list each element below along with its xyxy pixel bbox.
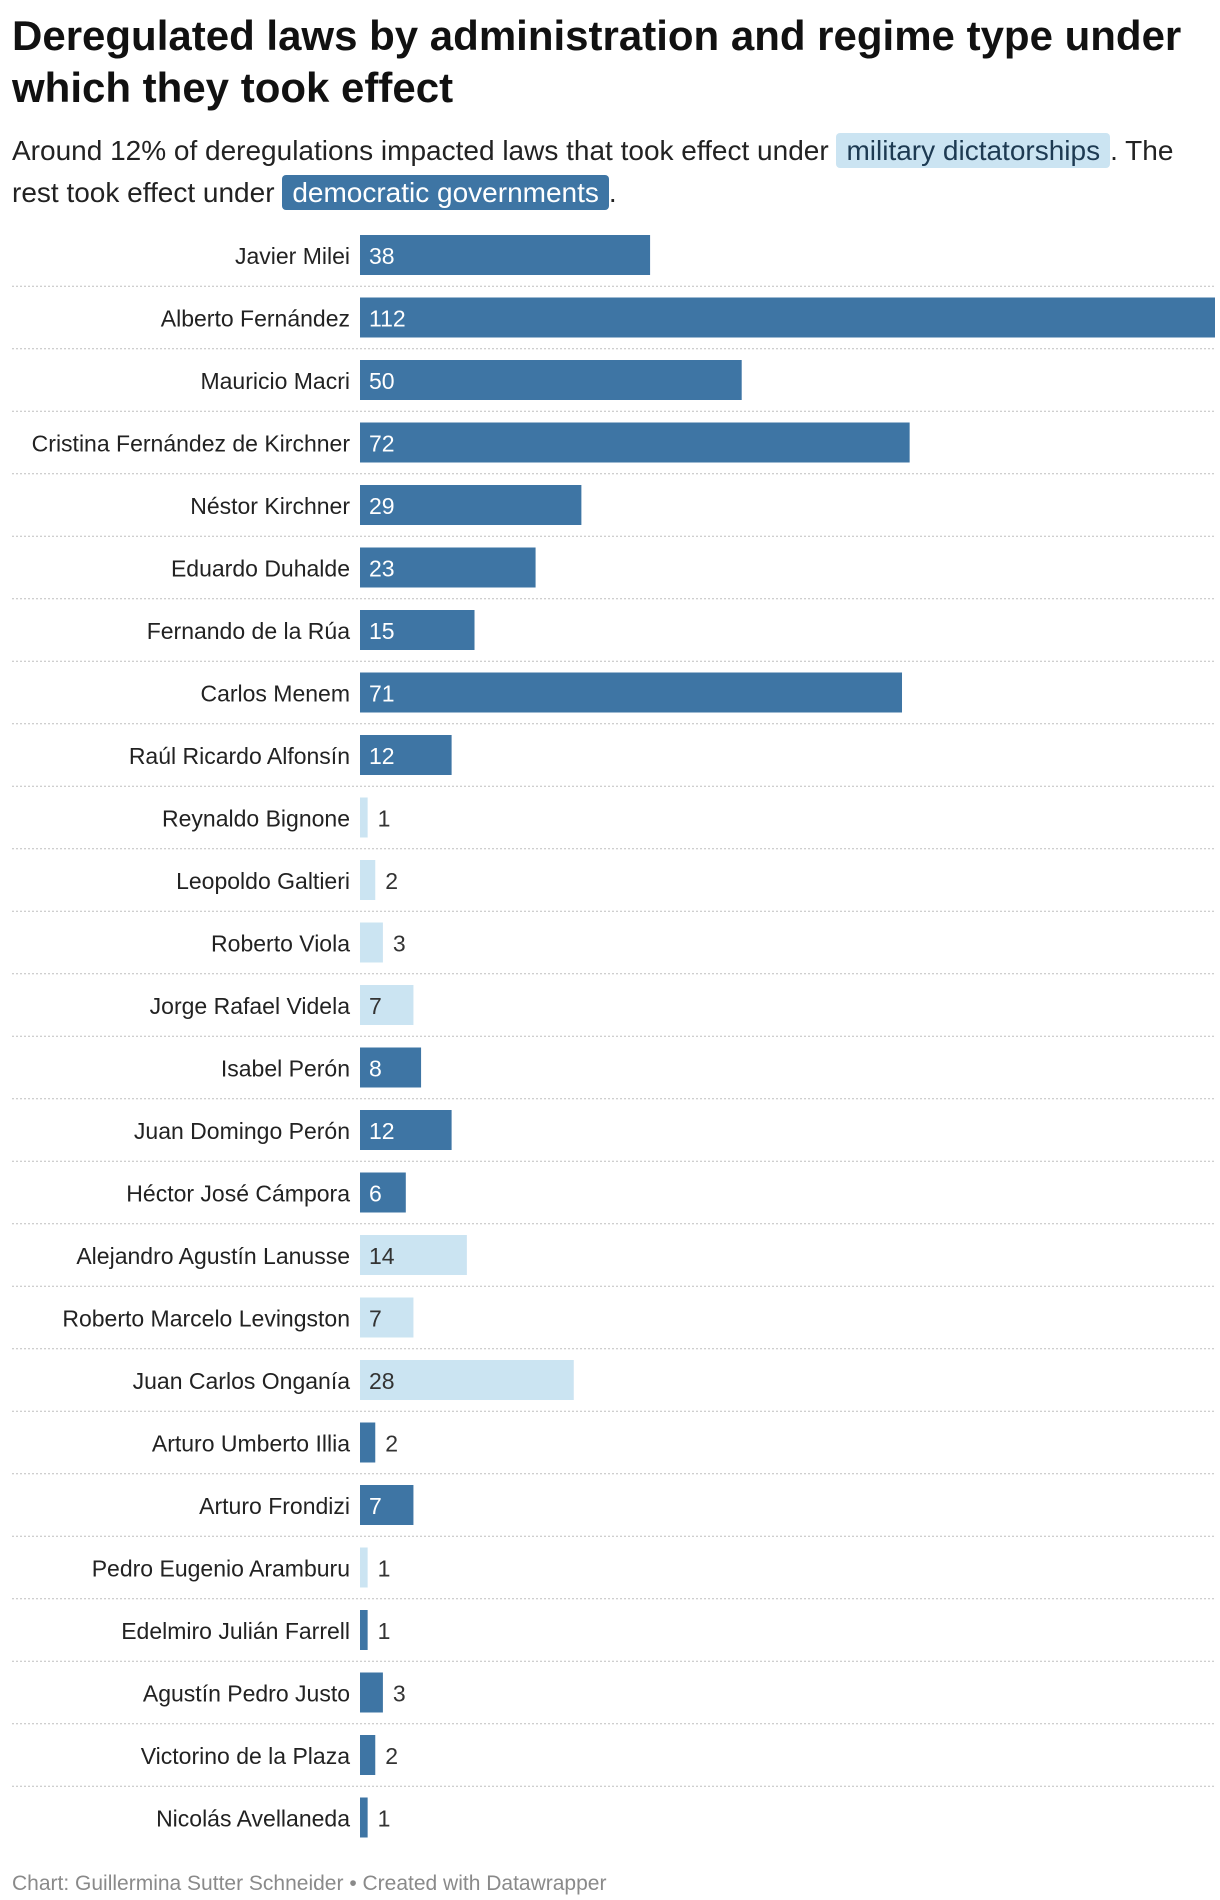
value-label: 23 — [369, 556, 395, 582]
category-label: Javier Milei — [235, 243, 350, 269]
chart-subtitle: Around 12% of deregulations impacted law… — [12, 130, 1207, 214]
category-label: Arturo Frondizi — [199, 1493, 350, 1519]
bar-democratic — [360, 235, 651, 275]
value-label: 7 — [369, 1493, 382, 1519]
value-label: 8 — [369, 1056, 382, 1082]
value-label: 29 — [369, 493, 395, 519]
bar-democratic — [360, 1110, 452, 1150]
bar-democratic — [360, 1172, 406, 1213]
bar-democratic — [360, 485, 582, 525]
bar-democratic — [360, 297, 1215, 338]
bar-military — [360, 860, 376, 900]
category-label: Héctor José Cámpora — [126, 1181, 350, 1207]
category-label: Mauricio Macri — [200, 368, 350, 394]
chart-title: Deregulated laws by administration and r… — [12, 12, 1182, 111]
bar-military — [360, 985, 414, 1025]
legend-military-dictatorships: military dictatorships — [836, 133, 1111, 168]
category-label: Victorino de la Plaza — [141, 1743, 350, 1769]
value-label: 2 — [385, 868, 398, 894]
category-label: Fernando de la Rúa — [147, 618, 351, 644]
value-label: 7 — [369, 993, 382, 1019]
value-label: 28 — [369, 1368, 395, 1394]
bar-democratic — [360, 360, 742, 400]
category-label: Alberto Fernández — [161, 306, 350, 332]
category-label: Juan Carlos Onganía — [133, 1368, 351, 1394]
chart-credit: Chart: Guillermina Sutter Schneider • Cr… — [12, 1872, 607, 1895]
category-label: Isabel Perón — [221, 1056, 350, 1082]
category-label: Leopoldo Galtieri — [176, 868, 350, 894]
bar-democratic — [360, 672, 903, 713]
bar-democratic — [360, 422, 910, 463]
category-label: Agustín Pedro Justo — [143, 1681, 350, 1707]
value-label: 50 — [369, 368, 395, 394]
bar-democratic — [360, 1672, 383, 1713]
bar-military — [360, 797, 368, 838]
bar-military — [360, 1547, 368, 1588]
bar-military — [360, 1297, 414, 1338]
category-label: Roberto Marcelo Levingston — [62, 1306, 350, 1332]
category-label: Eduardo Duhalde — [171, 556, 350, 582]
bar-democratic — [360, 1047, 422, 1088]
value-label: 112 — [369, 306, 406, 332]
bar-democratic — [360, 1485, 414, 1525]
value-label: 1 — [378, 806, 391, 832]
bar-democratic — [360, 1735, 376, 1775]
value-label: 1 — [378, 1806, 391, 1832]
category-label: Juan Domingo Perón — [134, 1118, 350, 1144]
bar-military — [360, 1360, 574, 1400]
bar-democratic — [360, 1422, 376, 1463]
bar-military — [360, 922, 383, 963]
bar-democratic — [360, 547, 536, 588]
category-label: Edelmiro Julián Farrell — [121, 1618, 350, 1644]
bar-democratic — [360, 735, 452, 775]
value-label: 12 — [369, 1118, 395, 1144]
value-label: 6 — [369, 1181, 382, 1207]
category-label: Cristina Fernández de Kirchner — [32, 431, 351, 457]
subtitle-text-2: . The rest took effect under — [12, 135, 1174, 208]
category-label: Carlos Menem — [200, 681, 350, 707]
value-label: 72 — [369, 431, 395, 457]
subtitle-text-3: . — [608, 177, 617, 208]
value-label: 12 — [369, 743, 395, 769]
value-label: 14 — [369, 1243, 395, 1269]
value-label: 3 — [393, 931, 406, 957]
value-label: 1 — [378, 1618, 391, 1644]
category-label: Nicolás Avellaneda — [156, 1806, 350, 1832]
category-label: Roberto Viola — [211, 931, 350, 957]
bar-democratic — [360, 1797, 368, 1838]
category-label: Reynaldo Bignone — [162, 806, 350, 832]
category-label: Pedro Eugenio Aramburu — [92, 1556, 350, 1582]
bar-military — [360, 1235, 467, 1275]
subtitle-text-1: Around 12% of deregulations impacted law… — [12, 135, 829, 166]
value-label: 3 — [393, 1681, 406, 1707]
value-label: 2 — [385, 1431, 398, 1457]
value-label: 1 — [378, 1556, 391, 1582]
category-label: Alejandro Agustín Lanusse — [76, 1243, 350, 1269]
value-label: 38 — [369, 243, 395, 269]
category-label: Arturo Umberto Illia — [152, 1431, 350, 1457]
value-label: 15 — [369, 618, 395, 644]
value-label: 2 — [385, 1743, 398, 1769]
bar-democratic — [360, 610, 475, 650]
category-label: Raúl Ricardo Alfonsín — [129, 743, 350, 769]
category-label: Néstor Kirchner — [190, 493, 350, 519]
legend-democratic-governments: democratic governments — [282, 175, 609, 210]
value-label: 71 — [369, 681, 395, 707]
bar-democratic — [360, 1610, 368, 1650]
value-label: 7 — [369, 1306, 382, 1332]
category-label: Jorge Rafael Videla — [150, 993, 351, 1019]
